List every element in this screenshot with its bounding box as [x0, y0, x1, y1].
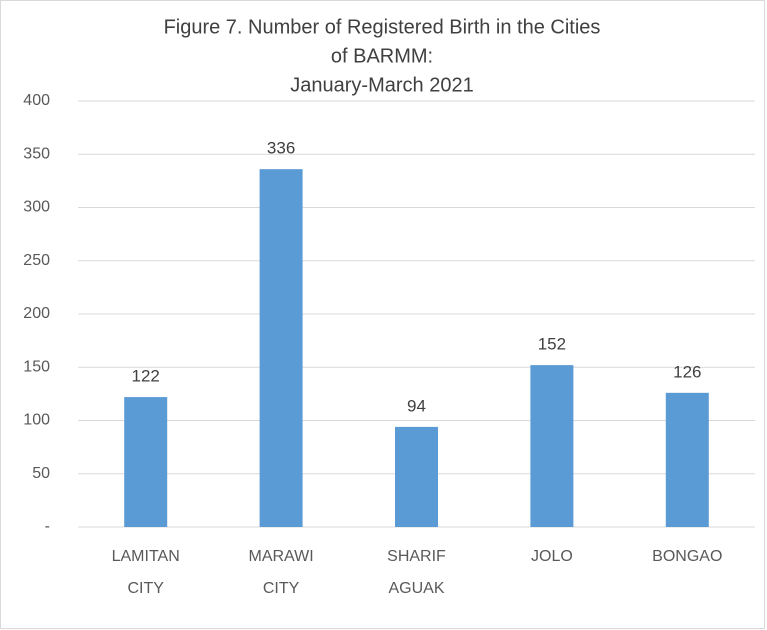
x-tick-label: JOLO — [531, 548, 573, 565]
bar — [124, 397, 168, 527]
y-tick-label: 100 — [23, 412, 50, 429]
y-tick-label: 300 — [23, 199, 50, 216]
y-tick-label: 350 — [23, 145, 50, 162]
bar — [665, 392, 709, 527]
x-tick-label: AGUAK — [388, 580, 444, 597]
x-tick-label: CITY — [263, 580, 300, 597]
y-tick-label: 250 — [23, 252, 50, 269]
x-tick-label: LAMITAN — [112, 548, 180, 565]
x-tick-label: SHARIF — [387, 548, 446, 565]
data-label: 152 — [538, 335, 566, 354]
y-tick-label: 150 — [23, 358, 50, 375]
data-label: 122 — [132, 367, 160, 386]
y-tick-label: 50 — [32, 465, 50, 482]
data-label: 126 — [673, 362, 701, 381]
bar — [395, 426, 438, 527]
x-tick-label: CITY — [127, 580, 164, 597]
data-label: 94 — [407, 396, 426, 415]
y-tick-label: 200 — [23, 305, 50, 322]
bar — [259, 169, 303, 527]
x-tick-label: BONGAO — [652, 548, 722, 565]
chart-title: Figure 7. Number of Registered Birth in … — [164, 16, 601, 38]
y-tick-label: - — [45, 518, 50, 535]
chart-title: January-March 2021 — [290, 74, 473, 96]
bar — [530, 365, 574, 527]
x-tick-label: MARAWI — [249, 548, 314, 565]
data-label: 336 — [267, 139, 295, 158]
y-tick-label: 400 — [23, 92, 50, 109]
chart-title: of BARMM: — [331, 45, 433, 67]
